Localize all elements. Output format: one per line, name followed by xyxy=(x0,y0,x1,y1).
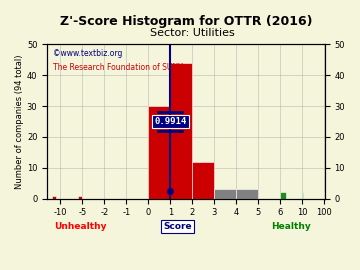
Bar xyxy=(78,195,82,199)
Bar xyxy=(148,106,170,199)
Text: Sector: Utilities: Sector: Utilities xyxy=(150,28,235,38)
Text: Healthy: Healthy xyxy=(271,222,311,231)
Text: Score: Score xyxy=(163,222,192,231)
Bar xyxy=(214,189,237,199)
Y-axis label: Number of companies (94 total): Number of companies (94 total) xyxy=(15,54,24,189)
Bar xyxy=(237,189,258,199)
Bar xyxy=(170,63,192,199)
Text: ©www.textbiz.org: ©www.textbiz.org xyxy=(53,49,122,58)
Bar xyxy=(51,195,56,199)
Title: Z'-Score Histogram for OTTR (2016): Z'-Score Histogram for OTTR (2016) xyxy=(60,15,312,28)
Bar xyxy=(192,162,214,199)
Bar xyxy=(280,193,286,199)
Text: Unhealthy: Unhealthy xyxy=(54,222,107,231)
Text: 0.9914: 0.9914 xyxy=(154,117,186,126)
Text: The Research Foundation of SUNY: The Research Foundation of SUNY xyxy=(53,63,183,72)
